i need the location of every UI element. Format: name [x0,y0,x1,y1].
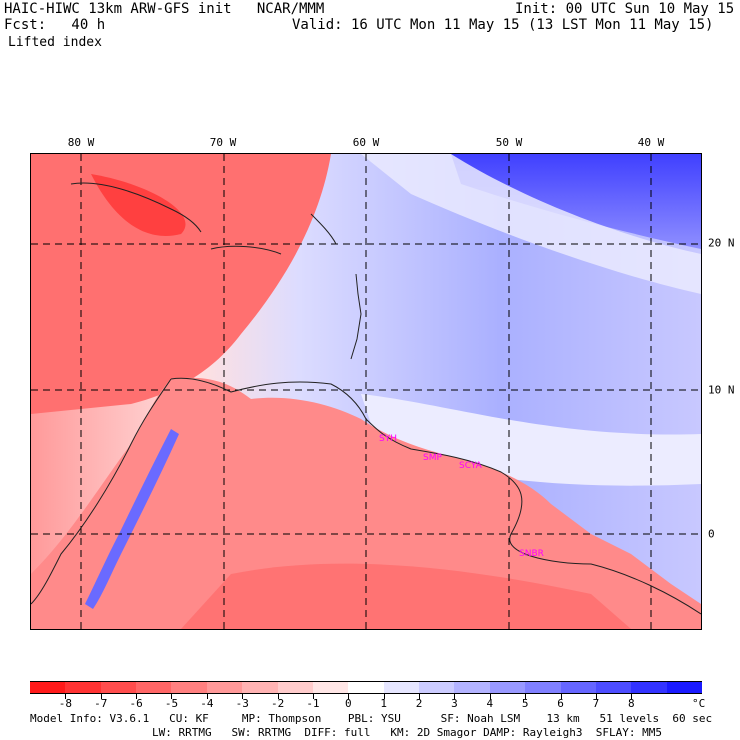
valid-time: Valid: 16 UTC Mon 11 May 15 (13 LST Mon … [292,17,714,33]
station-scya: SCYA [459,461,483,471]
colorbar-tick [383,694,385,699]
andes-stable [85,429,179,609]
colorbar-swatch [242,681,279,694]
colorbar-label: 3 [451,697,458,710]
field-name: Lifted index [8,35,102,50]
colorbar-swatch [65,681,102,694]
colorbar-swatch [595,681,632,694]
colorbar-label: -1 [306,697,320,710]
cuba-core [91,174,186,236]
colorbar-tick [206,694,208,699]
colorbar-label: -5 [164,697,179,710]
colorbar-tick [136,694,138,699]
colorbar-tick [560,694,562,699]
lon-label-50w: 50 W [495,136,523,149]
lat-label-0: 0 [708,527,715,541]
colorbar-label: 1 [380,697,387,710]
lat-label-10n: 10 N [708,383,735,397]
colorbar-swatch [560,681,597,694]
colorbar-label: 5 [521,697,529,710]
colorbar-swatch [419,681,455,694]
colorbar-tick [348,694,350,699]
colorbar-label: -7 [94,697,108,710]
colorbar-tick [631,694,633,699]
model-title: HAIC-HIWC 13km ARW-GFS init NCAR/MMM [4,1,325,17]
init-time: Init: 00 UTC Sun 10 May 15 [515,1,735,17]
colorbar-label: -8 [58,697,72,710]
colorbar-swatch [666,681,703,694]
station-syh: SYH [379,434,397,444]
colorbar-label: -4 [200,697,214,710]
colorbar-tick [489,694,491,699]
colorbar-swatch [454,681,491,694]
ne-stable-region [451,154,701,249]
colorbar-tick [454,694,456,699]
colorbar-swatch [631,681,668,694]
graticule [31,154,701,629]
station-smp: SMP [423,453,442,463]
colorbar-label: 0 [345,697,352,710]
colorbar-swatch [206,681,243,694]
colorbar-label: 6 [557,697,564,710]
colorbar-swatch [136,681,172,694]
colorbar-unit: °C [692,697,706,710]
lon-label-40w: 40 W [637,136,665,149]
colorbar-label: -3 [235,697,249,710]
colorbar-tick [100,694,102,699]
amazon-unstable [181,563,631,629]
colorbar-swatch [171,681,208,694]
lon-label-70w: 70 W [209,136,237,149]
colorbar-tick [419,694,421,699]
lon-label-80w: 80 W [67,136,95,149]
colorbar-tick [277,694,279,699]
colorbar-tick [242,694,244,699]
forecast-hour: Fcst: 40 h [4,17,106,33]
white-band [361,154,701,294]
lat-label-20n: 20 N [708,236,735,250]
colorbar-label: 4 [486,697,494,710]
colorbar-label: -2 [270,697,285,710]
colorbar-swatch [30,681,66,694]
colorbar-label: 2 [415,697,423,710]
colorbar-tick [595,694,597,699]
model-info-line1: Model Info: V3.6.1 CU: KF MP: Thompson P… [30,712,713,725]
colorbar-tick [171,694,173,699]
colorbar-label: 8 [627,697,635,710]
coastlines [30,182,702,615]
station-snbr: SNBR [519,549,544,559]
colorbar-swatch [383,681,420,694]
colorbar-tick [525,694,527,699]
colorbar-label: -6 [129,697,143,710]
colorbar-tick [312,694,314,699]
colorbar-swatch [277,681,314,694]
colorbar-label: 7 [592,697,600,710]
lon-label-60w: 60 W [352,136,380,149]
colorbar-swatch [489,681,526,694]
caribbean-unstable [31,154,331,414]
colorbar-swatch [525,681,562,694]
lifted-index-map: SYH SMP SCYA SNBR [30,153,702,630]
colorbar-swatch [348,681,385,694]
colorbar-tick [65,694,67,699]
map-canvas: SYH SMP SCYA SNBR [30,154,702,629]
colorbar-swatch [100,681,137,694]
colorbar-swatch [312,681,349,694]
model-info-line2: LW: RRTMG SW: RRTMG DIFF: full KM: 2D Sm… [152,726,662,739]
